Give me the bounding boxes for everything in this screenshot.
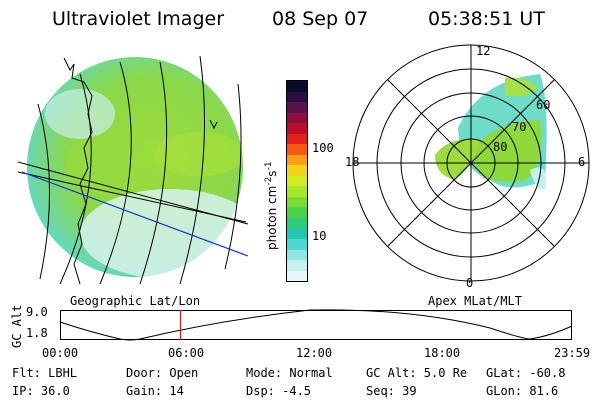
colorbar-swatch: [287, 175, 307, 187]
polar-plot: [352, 44, 590, 282]
altitude-ytick-9: 9.0: [26, 305, 48, 319]
colorbar-unit-label: photon cm-2s-1: [264, 161, 279, 250]
geographic-image: [17, 55, 249, 285]
status-gcalt: GC Alt: 5.0 Re: [366, 366, 468, 380]
colorbar-tick-100: 100: [312, 141, 334, 155]
polar-grid: [352, 44, 590, 282]
polar-aurora-image: [435, 74, 547, 190]
status-door: Door: Open: [126, 366, 199, 380]
colorbar-swatch: [287, 154, 307, 166]
colorbar-swatch: [287, 228, 307, 239]
status-glat: GLat: -60.8: [486, 366, 566, 380]
time-tick-2359: 23:59: [554, 346, 591, 360]
mlt-label-6: 6: [578, 155, 586, 169]
status-gain: Gain: 14: [126, 384, 184, 398]
colorbar-swatch: [287, 123, 307, 134]
colorbar-swatch: [287, 186, 307, 197]
mlat-label-80: 80: [493, 140, 508, 154]
colorbar-swatch: [287, 165, 307, 176]
altitude-ylabel: GC Alt: [10, 305, 24, 348]
colorbar-swatch: [287, 238, 307, 250]
instrument-title: Ultraviolet Imager: [52, 8, 225, 30]
status-dsp: Dsp: -4.5: [246, 384, 312, 398]
colorbar-swatch: [287, 102, 307, 113]
colorbar-swatch: [287, 217, 307, 229]
colorbar-swatch: [287, 144, 307, 155]
status-seq: Seq: 39: [366, 384, 417, 398]
mlat-label-60: 60: [536, 98, 551, 112]
colorbar-swatch: [287, 91, 307, 103]
status-ip: IP: 36.0: [12, 384, 70, 398]
altitude-ytick-1-8: 1.8: [26, 326, 48, 340]
colorbar-swatch: [287, 81, 307, 92]
colorbar-swatch: [287, 260, 307, 271]
colorbar-swatch: [287, 270, 307, 282]
geo-aurora-image: [27, 57, 243, 277]
colorbar-swatch: [287, 112, 307, 124]
mlat-label-70: 70: [512, 120, 527, 134]
observation-date: 08 Sep 07: [272, 8, 369, 30]
colorbar-label-exp2: -1: [264, 161, 274, 171]
mlt-label-12: 12: [476, 44, 491, 58]
status-mode: Mode: Normal: [246, 366, 333, 380]
status-glon: GLon: 81.6: [486, 384, 559, 398]
colorbar-label-text: photon cm: [265, 185, 279, 250]
altitude-curve: [59, 309, 573, 341]
time-tick-0000: 00:00: [42, 346, 79, 360]
time-tick-0600: 06:00: [168, 346, 205, 360]
colorbar-label-s: s: [265, 170, 279, 177]
colorbar-label-exp1: -2: [264, 176, 274, 186]
time-tick-1200: 12:00: [296, 346, 333, 360]
mlt-label-0: 0: [466, 276, 474, 290]
geographic-panel-label: Geographic Lat/Lon: [70, 294, 201, 308]
polar-panel-label: Apex MLat/MLT: [428, 294, 522, 308]
colorbar-swatch: [287, 133, 307, 145]
coastline: [63, 57, 93, 285]
altitude-plot: [59, 309, 573, 341]
altitude-ylabel-text: GC Alt: [10, 304, 24, 348]
time-tick-1800: 18:00: [424, 346, 461, 360]
colorbar-swatch: [287, 196, 307, 208]
satellite-track-line: [21, 171, 249, 257]
colorbar-swatch: [287, 207, 307, 218]
mlt-label-18: 18: [345, 155, 360, 169]
colorbar-tick-10: 10: [312, 229, 327, 243]
colorbar: [286, 80, 308, 282]
status-flt: Flt: LBHL: [12, 366, 78, 380]
geo-grid-lines: [17, 55, 249, 285]
observation-time: 05:38:51 UT: [428, 8, 545, 30]
colorbar-swatch: [287, 249, 307, 261]
